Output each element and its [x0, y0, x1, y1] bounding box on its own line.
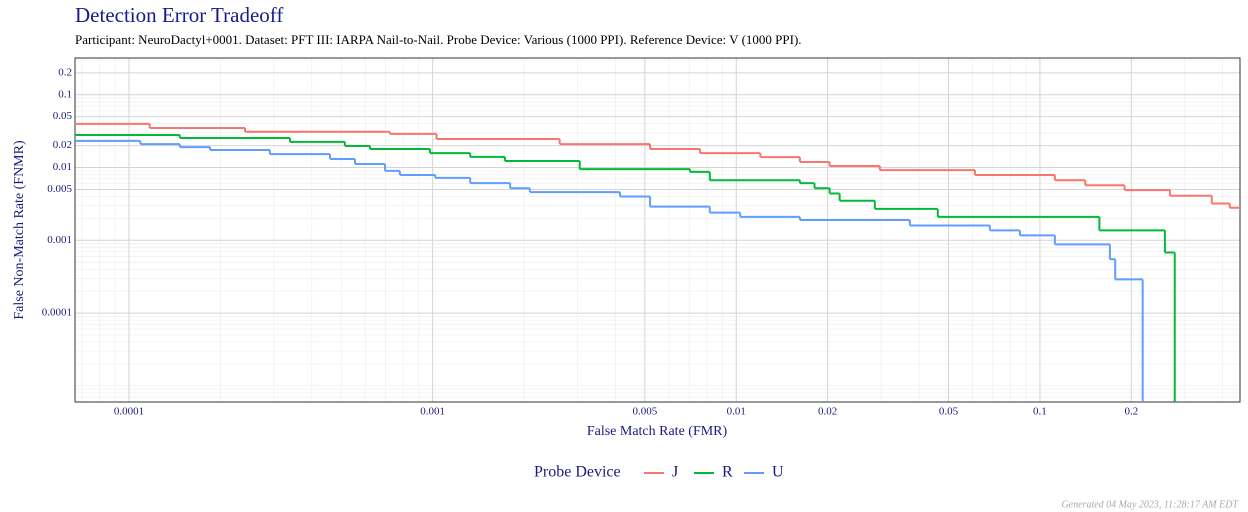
y-axis-label: False Non-Match Rate (FNMR) — [12, 140, 27, 320]
chart-title: Detection Error Tradeoff — [75, 3, 283, 27]
grid: 0.0001 0.001 0.005 0.01 0.02 0.05 0.1 0.2 0.0001… — [42, 57, 1241, 418]
x-axis-label: False Match Rate (FMR) — [587, 424, 728, 439]
y-tick-label: 0.2 — [58, 66, 72, 78]
x-tick-label: 0.02 — [818, 406, 837, 418]
x-tick-label: 0.0001 — [114, 406, 144, 418]
chart-subtitle: Participant: NeuroDactyl+0001. Dataset: … — [75, 32, 802, 47]
y-tick-label: 0.01 — [53, 161, 72, 173]
legend-title: Probe Device — [534, 464, 621, 481]
curves — [75, 122, 1240, 402]
x-tick-label: 0.005 — [632, 406, 657, 418]
x-tick-label: 0.05 — [939, 406, 959, 418]
y-tick-label: 0.02 — [53, 139, 72, 151]
footer: Generated 04 May 2023, 11:28:17 AM EDT — [1061, 499, 1239, 510]
plot-border — [74, 57, 1241, 403]
legend-label: R — [722, 464, 733, 481]
plot-background — [75, 58, 1240, 402]
y-tick-label: 0.005 — [47, 183, 72, 195]
y-tick-label: 0.1 — [58, 88, 72, 100]
legend-label: U — [772, 464, 784, 481]
legend: Probe Device J R U — [534, 464, 784, 481]
x-tick-label: 0.1 — [1033, 406, 1047, 418]
y-tick-label: 0.05 — [53, 110, 73, 122]
y-tick-label: 0.001 — [47, 234, 72, 246]
legend-label: J — [672, 464, 678, 481]
x-tick-label: 0.01 — [727, 406, 746, 418]
y-tick-label: 0.0001 — [42, 307, 72, 319]
x-tick-label: 0.001 — [420, 406, 445, 418]
x-tick-label: 0.2 — [1124, 406, 1138, 418]
